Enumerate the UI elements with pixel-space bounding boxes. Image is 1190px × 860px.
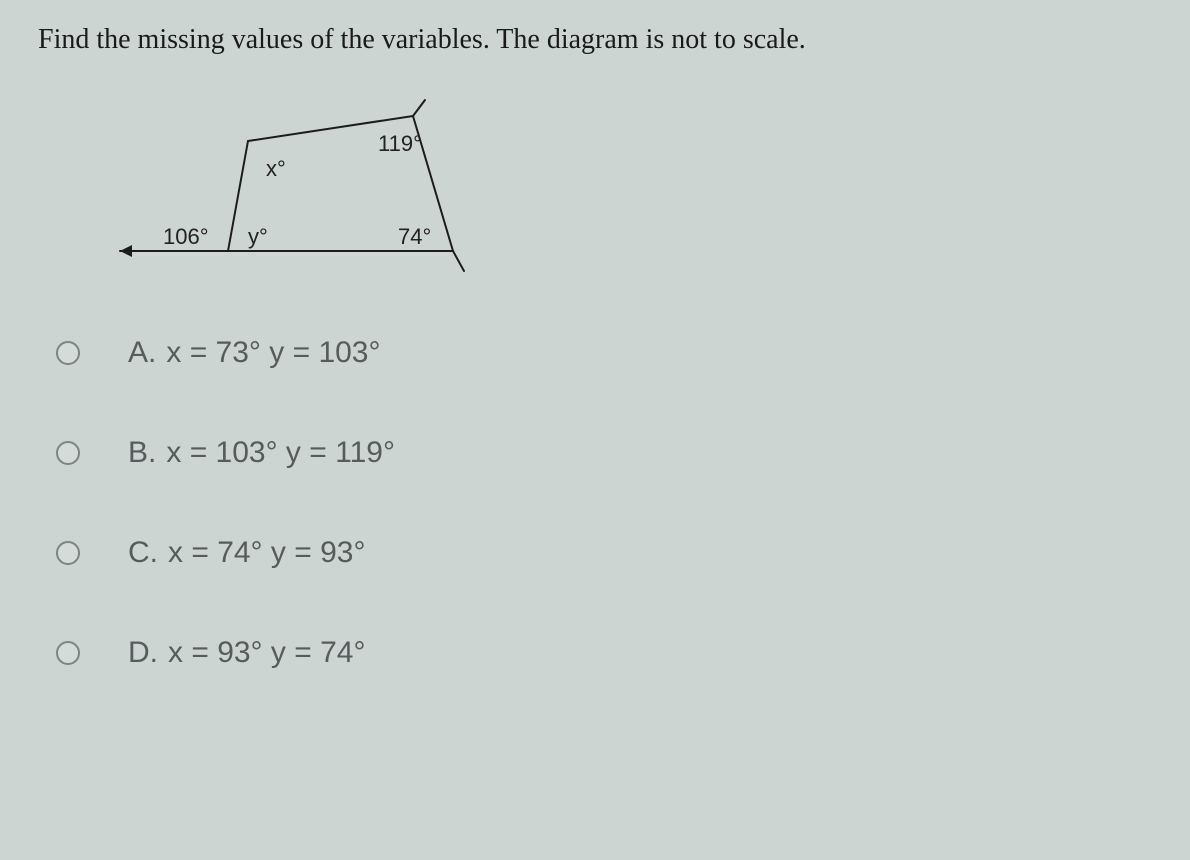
svg-text:106°: 106° xyxy=(163,224,209,249)
diagram-container: 119° x° y° 74° 106° xyxy=(108,96,1152,286)
option-b[interactable]: B. x = 103° y = 119° xyxy=(56,436,1152,470)
option-a[interactable]: A. x = 73° y = 103° xyxy=(56,336,1152,370)
svg-text:119°: 119° xyxy=(378,131,422,156)
option-d[interactable]: D. x = 93° y = 74° xyxy=(56,636,1152,670)
option-text: x = 73° y = 103° xyxy=(166,336,380,370)
question-text: Find the missing values of the variables… xyxy=(38,24,1152,56)
option-letter: C. xyxy=(128,536,158,570)
radio-icon[interactable] xyxy=(56,441,80,465)
option-c[interactable]: C. x = 74° y = 93° xyxy=(56,536,1152,570)
option-text: x = 93° y = 74° xyxy=(168,636,365,670)
option-letter: B. xyxy=(128,436,156,470)
option-letter: D. xyxy=(128,636,158,670)
geometry-diagram: 119° x° y° 74° 106° xyxy=(108,96,528,286)
options-list: A. x = 73° y = 103° B. x = 103° y = 119°… xyxy=(56,336,1152,670)
svg-text:74°: 74° xyxy=(398,224,431,249)
radio-icon[interactable] xyxy=(56,541,80,565)
option-text: x = 74° y = 93° xyxy=(168,536,365,570)
svg-text:y°: y° xyxy=(248,224,268,249)
radio-icon[interactable] xyxy=(56,641,80,665)
svg-text:x°: x° xyxy=(266,156,286,181)
radio-icon[interactable] xyxy=(56,341,80,365)
option-letter: A. xyxy=(128,336,156,370)
option-text: x = 103° y = 119° xyxy=(166,436,395,470)
